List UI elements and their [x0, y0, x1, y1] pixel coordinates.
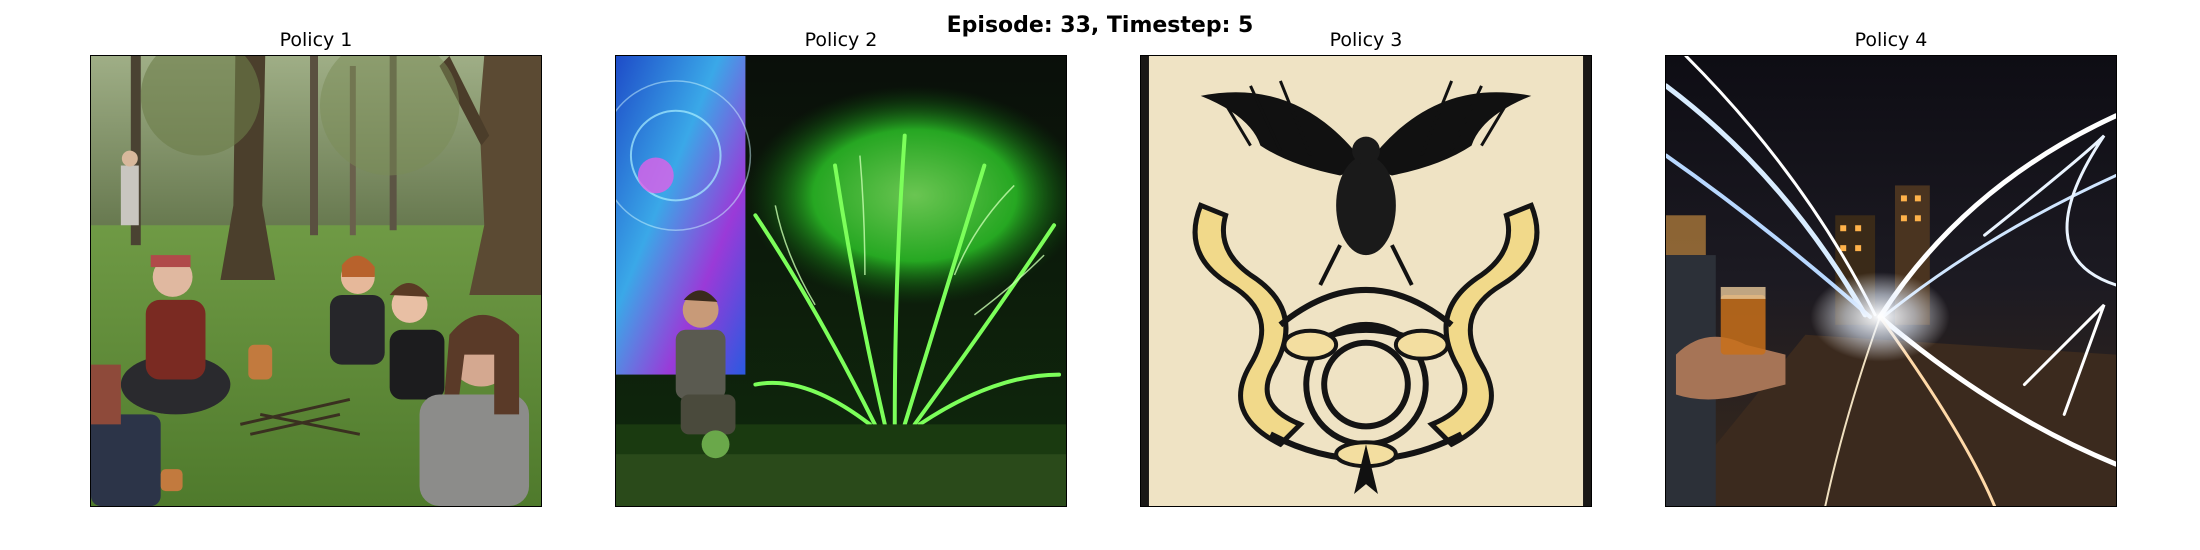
panel-title-policy-3: Policy 3	[1140, 28, 1592, 52]
night-street-image	[1666, 56, 2116, 506]
panel-image-policy-1	[90, 55, 542, 507]
forest-gathering-image	[91, 56, 541, 506]
panel-image-policy-4	[1665, 55, 2117, 507]
heraldic-drawing-image	[1141, 56, 1591, 506]
panel-title-policy-2: Policy 2	[615, 28, 1067, 52]
panel-title-policy-1: Policy 1	[90, 28, 542, 52]
panel-title-policy-4: Policy 4	[1665, 28, 2117, 52]
panel-image-policy-2	[615, 55, 1067, 507]
glowing-tree-image	[616, 56, 1066, 506]
panel-image-policy-3	[1140, 55, 1592, 507]
